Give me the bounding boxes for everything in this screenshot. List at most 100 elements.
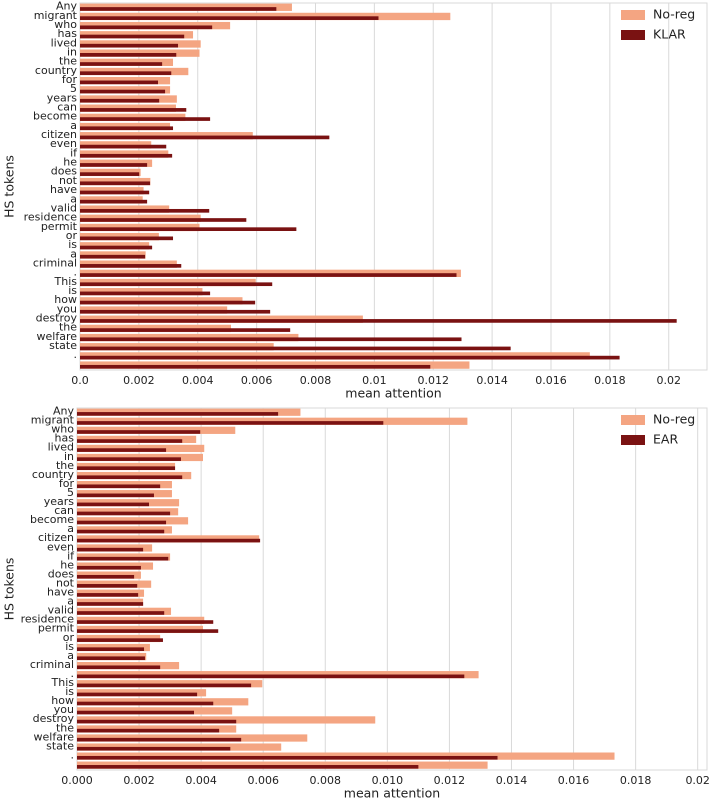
bar [77,602,144,606]
y-tick-label: has [55,432,75,445]
bar [80,236,174,241]
bar [77,475,183,480]
bar [80,346,511,351]
y-axis-label: HS tokens [2,558,17,621]
y-tick-label: a [67,522,74,535]
x-tick-label: 0.02 [656,374,681,387]
y-tick-label: in [67,45,77,58]
y-tick-label: This [51,676,75,689]
y-tick-label: lived [51,36,77,49]
y-tick-label: . [74,348,78,361]
x-tick-label: 0.010 [372,774,404,787]
y-tick-label: for [59,477,75,490]
bar [77,493,154,498]
y-tick-label: a [70,247,77,260]
y-tick-label: have [47,586,74,599]
x-tick-label: 0.002 [123,374,155,387]
y-tick-label: become [33,110,77,123]
bar [77,547,144,552]
bar [77,593,139,597]
bar [77,620,214,624]
x-axis-label: mean attention [344,786,440,800]
y-tick-label: valid [51,201,77,214]
bar [77,765,419,769]
x-tick-label: 0.016 [535,374,567,387]
bar [77,683,252,688]
y-tick-label: permit [41,220,78,233]
bar [80,80,159,85]
bar [77,430,201,434]
legend-swatch [621,435,645,445]
bar [77,647,145,651]
y-tick-label: destroy [33,712,75,725]
y-tick-label: residence [21,613,75,626]
x-tick-label: 0.004 [185,774,217,787]
bar [80,43,179,48]
bar [80,300,256,305]
y-tick-label: you [57,302,77,315]
y-tick-label: have [50,183,77,196]
bar [77,710,194,715]
y-tick-label: migrant [34,9,78,22]
bar [77,692,198,697]
y-tick-label: you [54,703,74,716]
bar [77,719,237,724]
bar [77,701,214,706]
y-tick-label: a [70,119,77,132]
y-tick-label: residence [24,211,78,224]
legend-label: No-reg [653,7,695,22]
bar [80,144,167,149]
y-tick-label: country [35,64,78,77]
y-tick-label: country [32,468,75,481]
y-tick-label: citizen [38,531,74,544]
x-tick-label: 0.02 [685,774,709,787]
y-tick-label: a [67,595,74,608]
bar [77,656,145,661]
bar [80,108,187,112]
bar [80,245,153,250]
y-tick-label: migrant [31,414,75,427]
y-tick-label: how [51,694,74,707]
x-tick-label: 0.014 [496,774,528,787]
x-tick-label: 0.01 [362,374,387,387]
bar [80,282,273,287]
legend-label: EAR [653,432,678,447]
plot-frame [76,407,708,771]
y-tick-label: can [57,101,77,114]
plot-frame [79,2,708,371]
y-tick-label: the [59,55,77,68]
bar [77,502,149,507]
x-tick-label: 0.012 [434,774,466,787]
y-tick-label: Any [53,405,74,418]
legend-label: No-reg [653,412,695,427]
y-tick-label: is [65,640,74,653]
y-tick-label: not [59,174,78,187]
bar [80,53,177,57]
bar [80,291,211,296]
y-axis-label: HS tokens [2,155,17,218]
bar [77,421,384,425]
y-tick-label: state [46,739,74,752]
bar [80,163,148,167]
bar [77,538,261,543]
y-tick-label: or [66,229,78,242]
bar [77,728,220,733]
y-tick-label: lived [48,441,74,454]
x-tick-label: 0.006 [247,774,279,787]
y-tick-label: for [62,73,78,86]
bar [80,89,166,94]
bar [80,181,151,186]
x-tick-label: 0.0 [71,374,89,387]
y-tick-label: can [54,504,74,517]
bar [77,565,141,570]
y-tick-label: . [71,748,75,761]
x-tick-label: 0.014 [476,374,508,387]
bar [77,746,231,751]
bar [80,264,182,268]
bar [80,117,211,121]
y-tick-label: a [67,649,74,662]
y-tick-label: This [54,275,78,288]
y-tick-label: does [48,567,74,580]
y-tick-label: if [67,549,75,562]
bar [77,737,242,742]
